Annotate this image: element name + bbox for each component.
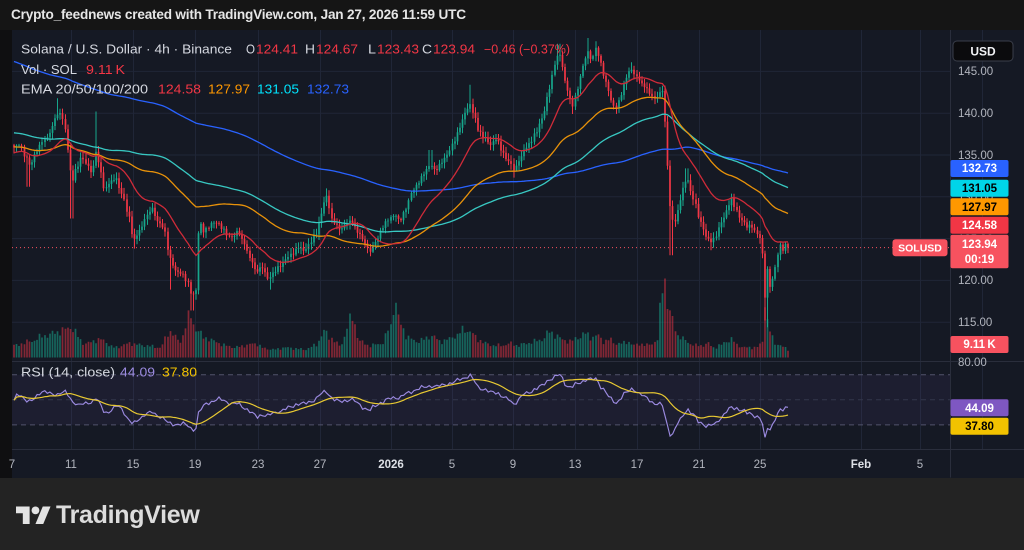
svg-text:124.58: 124.58 — [158, 83, 201, 97]
svg-text:123.94: 123.94 — [433, 43, 475, 57]
svg-text:13: 13 — [569, 459, 582, 471]
svg-text:21: 21 — [693, 459, 706, 471]
svg-text:7: 7 — [9, 459, 15, 471]
svg-text:123.43: 123.43 — [377, 43, 419, 57]
svg-text:37.80: 37.80 — [162, 366, 197, 380]
svg-text:EMA 20/50/100/200: EMA 20/50/100/200 — [21, 83, 148, 97]
svg-text:127.97: 127.97 — [962, 202, 997, 214]
svg-text:44.09: 44.09 — [965, 403, 994, 415]
svg-text:132.73: 132.73 — [962, 163, 997, 175]
svg-text:15: 15 — [127, 459, 140, 471]
svg-text:127.97: 127.97 — [208, 83, 250, 97]
svg-text:23: 23 — [252, 459, 265, 471]
svg-text:124.41: 124.41 — [256, 43, 298, 57]
svg-text:124.58: 124.58 — [962, 220, 998, 232]
svg-text:131.05: 131.05 — [962, 183, 998, 195]
svg-text:19: 19 — [189, 459, 202, 471]
svg-text:00:19: 00:19 — [965, 254, 994, 266]
svg-text:9.11 K: 9.11 K — [963, 339, 996, 351]
svg-text:−0.46 (−0.37%): −0.46 (−0.37%) — [484, 43, 570, 57]
svg-text:USD: USD — [970, 45, 996, 59]
svg-text:131.05: 131.05 — [257, 83, 299, 97]
svg-text:27: 27 — [314, 459, 327, 471]
svg-text:37.80: 37.80 — [965, 421, 994, 433]
svg-text:9: 9 — [510, 459, 516, 471]
svg-text:123.94: 123.94 — [962, 239, 998, 251]
svg-text:2026: 2026 — [378, 459, 404, 471]
svg-text:44.09: 44.09 — [120, 366, 155, 380]
svg-text:C: C — [422, 43, 432, 57]
svg-text:120.00: 120.00 — [958, 275, 993, 287]
svg-text:SOLUSD: SOLUSD — [898, 243, 942, 255]
svg-text:5: 5 — [917, 459, 923, 471]
svg-text:Solana / U.S. Dollar · 4h · Bi: Solana / U.S. Dollar · 4h · Binance — [21, 43, 232, 57]
svg-text:140.00: 140.00 — [958, 108, 993, 120]
svg-text:Vol · SOL: Vol · SOL — [21, 63, 77, 77]
svg-text:RSI (14, close): RSI (14, close) — [21, 366, 115, 380]
svg-text:O: O — [246, 43, 255, 57]
svg-text:124.67: 124.67 — [316, 43, 358, 57]
svg-text:80.00: 80.00 — [958, 357, 987, 369]
svg-text:135.00: 135.00 — [958, 150, 993, 162]
svg-text:132.73: 132.73 — [307, 83, 349, 97]
svg-text:Feb: Feb — [851, 459, 871, 471]
svg-text:5: 5 — [449, 459, 455, 471]
svg-text:11: 11 — [65, 459, 77, 471]
svg-text:25: 25 — [754, 459, 767, 471]
svg-text:115.00: 115.00 — [958, 317, 992, 329]
svg-text:9.11 K: 9.11 K — [86, 63, 126, 77]
svg-text:17: 17 — [631, 459, 644, 471]
svg-text:L: L — [368, 43, 376, 57]
svg-text:145.00: 145.00 — [958, 66, 993, 78]
svg-text:H: H — [305, 43, 315, 57]
